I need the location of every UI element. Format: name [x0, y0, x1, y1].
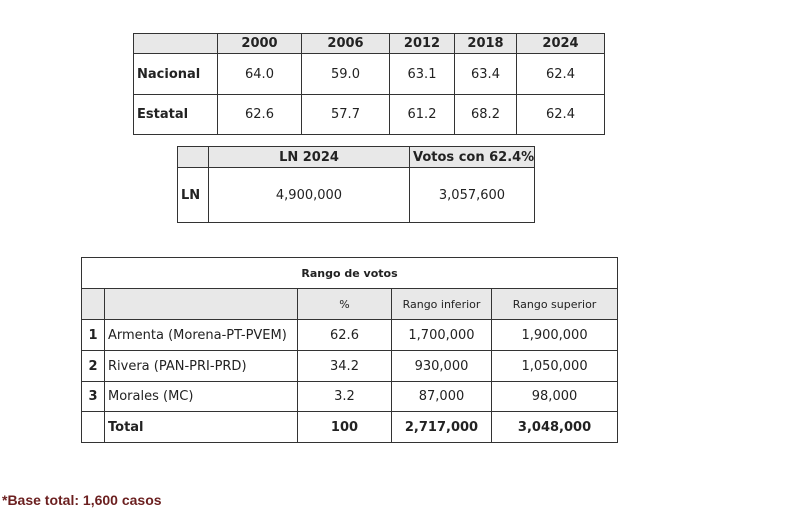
table-row: LN 4,900,000 3,057,600 [177, 167, 535, 223]
cell: 34.2 [297, 350, 392, 382]
table-row: Estatal 62.6 57.7 61.2 68.2 62.4 [133, 94, 605, 135]
table-row: 2000 2006 2012 2018 2024 [133, 33, 605, 54]
cell: 68.2 [454, 94, 517, 135]
row-label: Estatal [133, 94, 218, 135]
cell: 57.7 [301, 94, 390, 135]
cell: 61.2 [389, 94, 455, 135]
cell: 63.1 [389, 53, 455, 95]
header-cell: LN 2024 [208, 146, 410, 168]
cell: 63.4 [454, 53, 517, 95]
cell [177, 146, 209, 168]
cell: 62.4 [516, 94, 605, 135]
footnote: *Base total: 1,600 casos [2, 492, 162, 508]
cell: 98,000 [490, 381, 619, 412]
header-cell: Votos con 62.4% [409, 146, 535, 168]
cell: 64.0 [217, 53, 302, 95]
header-cell: 2018 [454, 33, 517, 54]
rank: 3 [81, 381, 105, 412]
cell [104, 288, 298, 320]
header-cell: Rango superior [490, 288, 619, 320]
header-cell: 2012 [389, 33, 455, 54]
cell: 59.0 [301, 53, 390, 95]
cell [81, 288, 105, 320]
cell [133, 33, 218, 54]
table-row: Rango de votos [80, 257, 619, 289]
cell: 1,700,000 [391, 319, 492, 351]
cell: 3.2 [297, 381, 392, 412]
table-title: Rango de votos [80, 257, 619, 289]
table-row: Nacional 64.0 59.0 63.1 63.4 62.4 [133, 53, 605, 95]
total-label: Total [104, 411, 298, 443]
table-row: LN 2024 Votos con 62.4% [177, 146, 535, 168]
total-cell: 2,717,000 [391, 411, 492, 443]
table-row: % Rango inferior Rango superior [81, 288, 619, 320]
candidate: Rivera (PAN-PRI-PRD) [104, 350, 298, 382]
header-cell: Rango inferior [391, 288, 492, 320]
cell: 87,000 [391, 381, 492, 412]
cell: 4,900,000 [208, 167, 410, 223]
ln-table: LN 2024 Votos con 62.4% LN 4,900,000 3,057,6… [177, 146, 535, 223]
rank: 1 [81, 319, 105, 351]
rank: 2 [81, 350, 105, 382]
table-row: Total 100 2,717,000 3,048,000 [81, 411, 619, 443]
cell: 1,050,000 [490, 350, 619, 382]
header-cell: 2000 [217, 33, 302, 54]
cell: 3,057,600 [409, 167, 535, 223]
turnout-table: 2000 2006 2012 2018 2024 Nacional 64.0 59.0 63.1… [133, 33, 605, 135]
table-row: 3 Morales (MC) 3.2 87,000 98,000 [81, 381, 619, 412]
cell: 62.6 [297, 319, 392, 351]
cell: 62.4 [516, 53, 605, 95]
cell: 930,000 [391, 350, 492, 382]
candidate: Armenta (Morena-PT-PVEM) [104, 319, 298, 351]
candidate: Morales (MC) [104, 381, 298, 412]
row-label: LN [177, 167, 209, 223]
header-cell: 2024 [516, 33, 605, 54]
total-cell: 100 [297, 411, 392, 443]
vote-range-table: Rango de votos% Rango inferior Rango super… [80, 257, 619, 443]
table-row: 2 Rivera (PAN-PRI-PRD) 34.2 930,000 1,050,00… [81, 350, 619, 382]
header-cell: 2006 [301, 33, 390, 54]
table-row: 1 Armenta (Morena-PT-PVEM) 62.6 1,700,000 1,… [81, 319, 619, 351]
total-cell: 3,048,000 [490, 411, 619, 443]
row-label: Nacional [133, 53, 218, 95]
cell [81, 411, 105, 443]
cell: 62.6 [217, 94, 302, 135]
header-cell: % [297, 288, 392, 320]
cell: 1,900,000 [490, 319, 619, 351]
